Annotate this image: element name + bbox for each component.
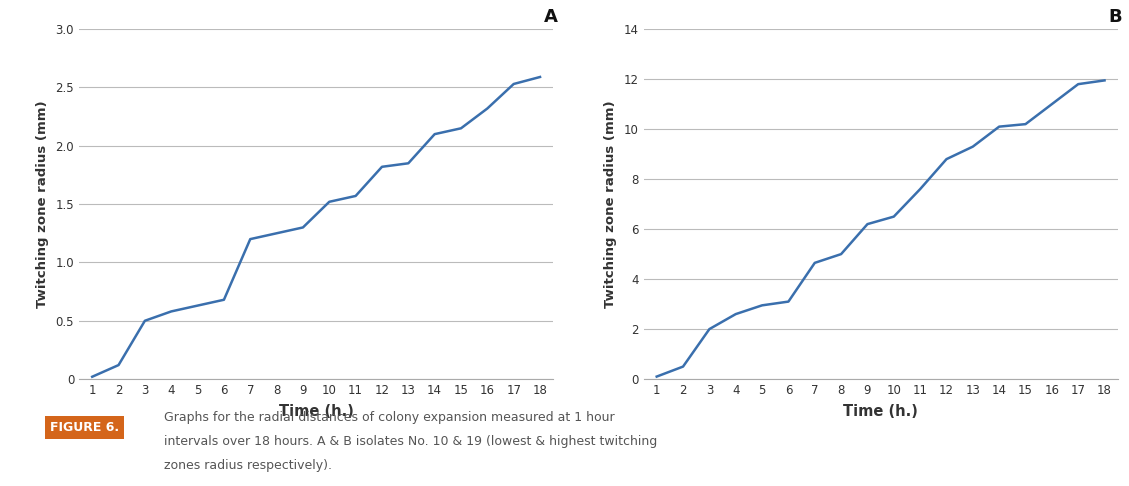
Text: zones radius respectively).: zones radius respectively).: [164, 459, 332, 472]
Y-axis label: Twitching zone radius (mm): Twitching zone radius (mm): [36, 100, 49, 308]
Text: A: A: [544, 8, 558, 26]
Text: Graphs for the radial distances of colony expansion measured at 1 hour: Graphs for the radial distances of colon…: [164, 411, 614, 424]
Y-axis label: Twitching zone radius (mm): Twitching zone radius (mm): [604, 100, 616, 308]
X-axis label: Time (h.): Time (h.): [279, 404, 353, 419]
Text: FIGURE 6.: FIGURE 6.: [50, 421, 120, 434]
Text: intervals over 18 hours. A & B isolates No. 10 & 19 (lowest & highest twitching: intervals over 18 hours. A & B isolates …: [164, 435, 657, 448]
Text: B: B: [1109, 8, 1122, 26]
X-axis label: Time (h.): Time (h.): [843, 404, 918, 419]
